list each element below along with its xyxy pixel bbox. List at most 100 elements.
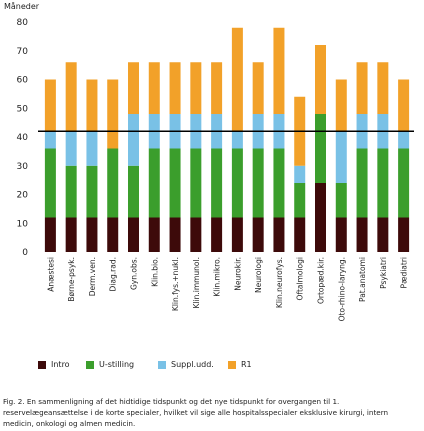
bar-segment	[169, 148, 181, 218]
category-label: Klin.bio.	[150, 257, 159, 287]
y-axis-ticks: 0 10 20 30 40 50 60 70 80	[17, 18, 29, 258]
y-tick-label: 10	[17, 219, 29, 229]
y-tick-label: 0	[22, 248, 28, 258]
category-label: Neurologi	[254, 257, 263, 293]
legend-item: R1	[228, 360, 252, 369]
legend-label: Suppl.udd.	[171, 360, 214, 369]
legend-label: R1	[241, 360, 252, 369]
bar-segment	[211, 148, 223, 218]
y-tick-label: 40	[17, 133, 29, 143]
bar-segment	[190, 217, 202, 252]
bar-segment	[377, 148, 389, 218]
bar-segment	[398, 217, 410, 252]
bar-segment	[86, 131, 98, 166]
category-label: Ortopæd.kir.	[317, 257, 326, 304]
bar-segment	[315, 114, 326, 183]
bar-segment	[252, 217, 264, 252]
category-label: Pædiatri	[400, 257, 409, 288]
bar-segment	[398, 148, 410, 218]
category-label: Klin.mikro.	[213, 257, 222, 297]
legend-swatch	[38, 360, 46, 369]
y-tick-label: 30	[17, 162, 29, 172]
bar-segment	[190, 62, 202, 114]
bar-segment	[107, 217, 119, 252]
category-label: Pat.anatomi	[358, 257, 367, 302]
bar-segment	[44, 131, 56, 149]
bar-segment	[335, 79, 347, 132]
bar-segment	[315, 183, 326, 252]
bar-segment	[398, 79, 410, 132]
y-tick-label: 50	[17, 104, 29, 114]
bar-segment	[86, 217, 98, 252]
bar-segment	[356, 148, 368, 218]
bar-segment	[148, 62, 160, 114]
stacked-bar-chart: Måneder 0 10 20 30 40 50 60 70 80 Anæstesi Børne-…	[4, 1, 414, 321]
bar-segment	[356, 217, 368, 252]
bar-segment	[294, 217, 306, 252]
bar-segment	[231, 131, 243, 149]
category-label: Diag.rad.	[109, 257, 118, 291]
bar-segment	[315, 45, 326, 114]
bar-segment	[65, 62, 77, 132]
legend-item: Suppl.udd.	[158, 360, 214, 369]
bar-segment	[44, 217, 56, 252]
category-label: Klin.fys.+nukl.	[171, 257, 180, 311]
legend-swatch	[158, 360, 166, 369]
bar-segment	[294, 183, 306, 218]
category-label: Børne-psyk.	[67, 257, 76, 302]
bar-segment	[252, 148, 264, 218]
bar-segment	[294, 165, 306, 183]
category-label: Klin.immunol.	[192, 257, 201, 308]
bar-segment	[107, 148, 119, 218]
category-label: Oftalmologi	[296, 257, 305, 300]
legend-label: U-stilling	[99, 360, 135, 369]
legend-swatch	[86, 360, 94, 369]
bar-segment	[128, 62, 139, 114]
category-label: Gyn.obs.	[130, 257, 139, 290]
bar-segment	[211, 62, 223, 114]
y-tick-label: 60	[17, 76, 29, 86]
bar-segment	[148, 217, 160, 252]
bar-segment	[231, 217, 243, 252]
y-axis-label: Måneder	[4, 1, 40, 11]
bar-segment	[169, 217, 181, 252]
bar-segment	[65, 131, 77, 166]
category-label: Psykiatri	[379, 257, 388, 289]
legend-item: U-stilling	[86, 360, 134, 369]
bar-segment	[86, 165, 98, 218]
category-label: Klin.neurofys.	[275, 257, 284, 308]
category-label: Anæstesi	[46, 257, 55, 292]
bar-segment	[377, 62, 389, 114]
bar-segment	[128, 165, 139, 218]
category-label: Neurokir.	[233, 257, 242, 291]
category-label: Oto-rhino-laryng.	[337, 257, 346, 321]
bar-segment	[107, 79, 119, 149]
category-labels: Anæstesi Børne-psyk. Derm.ven. Diag.rad. Gyn…	[46, 257, 408, 321]
bar-segment	[169, 62, 181, 114]
legend: Intro U-stilling Suppl.udd. R1	[38, 360, 418, 374]
bar-segment	[44, 148, 56, 218]
bar-segment	[273, 148, 285, 218]
bar-segment	[211, 217, 223, 252]
bar-segment	[273, 27, 285, 114]
bar-segment	[148, 148, 160, 218]
figure-caption: Fig. 2. En sammenligning af det hidtidig…	[3, 397, 389, 428]
bar-segment	[128, 217, 139, 252]
bar-segment	[128, 114, 139, 166]
bar-segment	[65, 217, 77, 252]
bars	[44, 27, 410, 252]
bar-segment	[356, 62, 368, 114]
bar-segment	[335, 183, 347, 218]
bar-segment	[335, 131, 347, 183]
y-tick-label: 80	[17, 18, 29, 28]
y-tick-label: 20	[17, 191, 29, 201]
bar-segment	[252, 62, 264, 114]
bar-segment	[86, 79, 98, 132]
bar-segment	[65, 165, 77, 218]
y-tick-label: 70	[17, 47, 29, 57]
bar-segment	[398, 131, 410, 149]
bar-segment	[231, 148, 243, 218]
category-label: Derm.ven.	[88, 257, 97, 296]
legend-swatch	[228, 360, 236, 369]
legend-item: Intro	[38, 360, 70, 369]
